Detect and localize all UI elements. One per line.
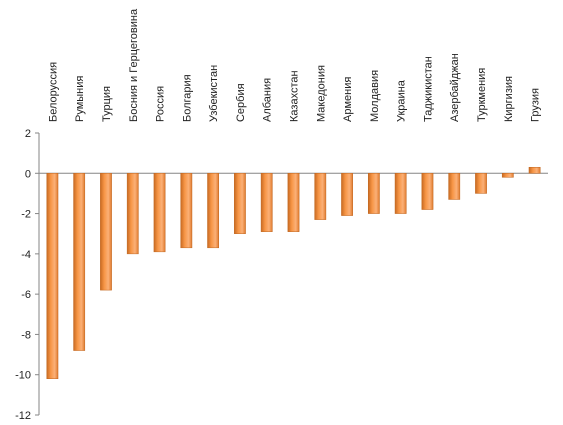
category-label: Босния и Герцеговина	[128, 8, 140, 122]
bar	[180, 173, 193, 249]
category-label: Киргизия	[503, 76, 515, 122]
bar	[100, 173, 112, 291]
bar	[287, 173, 300, 232]
y-tick-label: -10	[15, 370, 31, 382]
bar	[341, 173, 353, 216]
bar	[207, 173, 220, 249]
category-label: Турция	[101, 86, 113, 122]
category-label: Албания	[262, 78, 274, 122]
category-label: Белоруссия	[47, 62, 59, 122]
bar	[421, 173, 434, 210]
bar	[448, 173, 461, 200]
bar	[367, 173, 380, 214]
bar	[153, 173, 166, 253]
category-label: Украина	[396, 79, 408, 122]
category-label: Румыния	[74, 76, 86, 122]
category-label: Узбекистан	[208, 65, 220, 122]
category-label: Таджикистан	[422, 56, 434, 122]
y-tick-label: -4	[21, 249, 31, 261]
bar	[126, 173, 139, 255]
y-tick-label: 0	[25, 168, 31, 180]
category-label: Туркмения	[476, 68, 488, 122]
category-label: Македония	[315, 65, 327, 122]
category-label: Молдавия	[369, 70, 381, 122]
y-tick-label: -2	[21, 209, 31, 221]
bar	[260, 173, 273, 232]
category-label: Сербия	[235, 83, 247, 122]
category-label: Азербайджан	[449, 53, 461, 122]
y-tick-label: -8	[21, 329, 31, 341]
bar	[73, 173, 86, 351]
bar	[314, 173, 327, 220]
category-label: Армения	[342, 77, 354, 122]
category-label: Грузия	[530, 88, 542, 122]
category-label: Болгария	[181, 74, 193, 122]
category-label: Россия	[155, 86, 167, 122]
y-tick-label: -12	[15, 410, 31, 422]
bar	[528, 166, 541, 174]
category-label: Казахстан	[289, 70, 301, 122]
bar	[475, 173, 487, 194]
bar	[234, 173, 246, 234]
bar	[501, 173, 514, 178]
bar	[394, 173, 407, 214]
y-tick-label: -6	[21, 289, 31, 301]
bars	[46, 166, 541, 379]
y-tick-label: 2	[25, 128, 31, 140]
category-labels: Белоруссия Румыния Турция Босния и Герцегов…	[47, 8, 541, 122]
y-tick-labels: 2 0 -2 -4 -6 -8 -10 -12	[15, 128, 31, 422]
bar	[46, 173, 59, 379]
